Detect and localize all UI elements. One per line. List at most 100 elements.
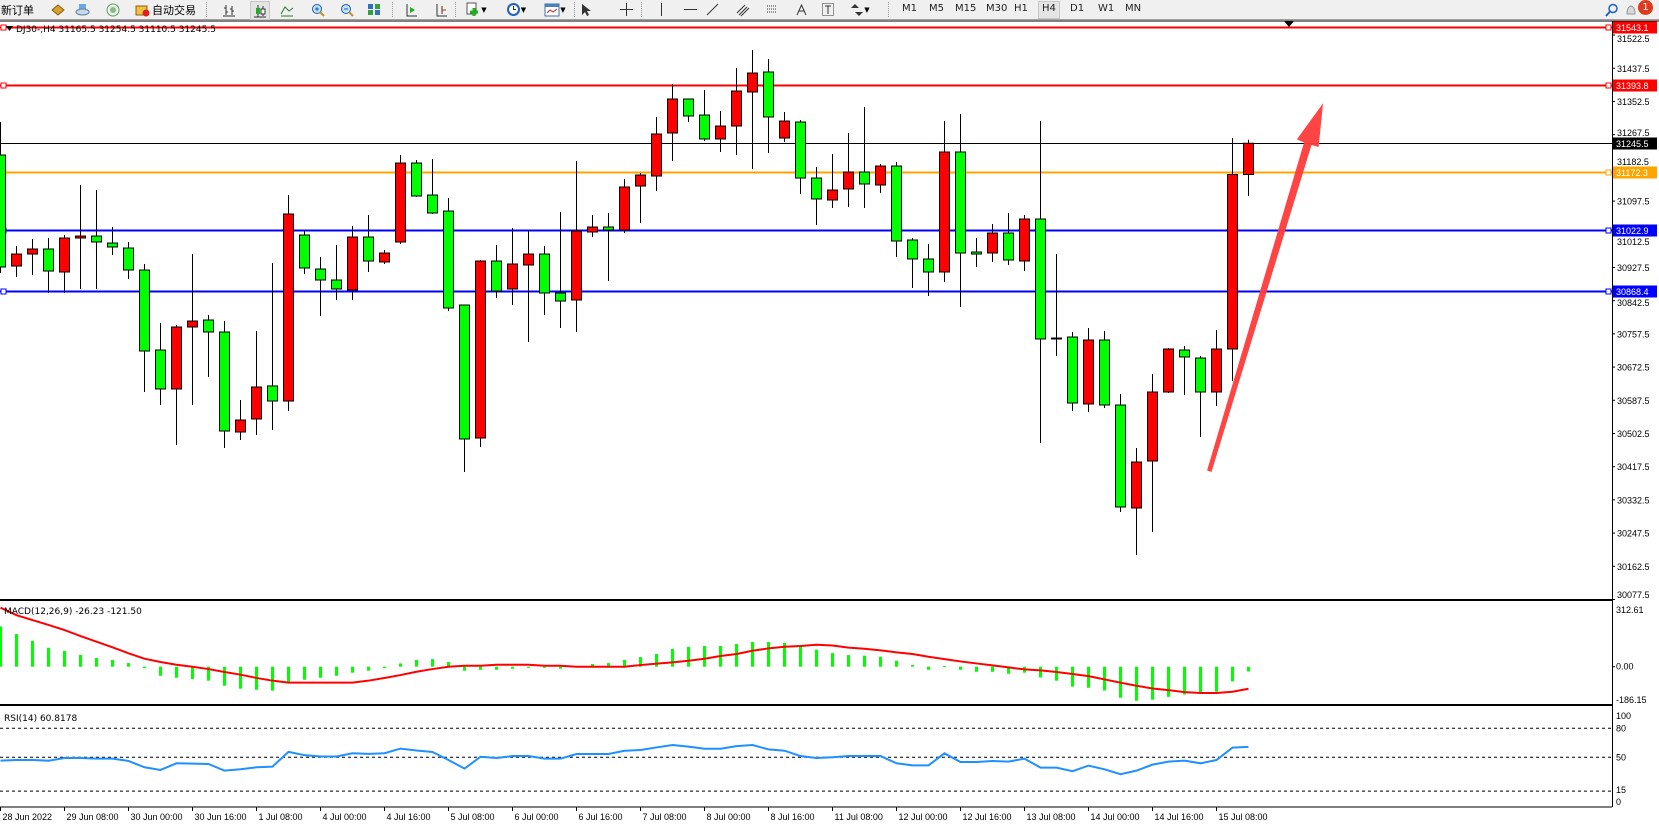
candle[interactable] [667, 83, 678, 162]
candle[interactable] [763, 58, 774, 154]
candle[interactable] [907, 238, 918, 289]
candle[interactable] [0, 122, 6, 274]
candle[interactable] [683, 98, 694, 122]
candle[interactable] [299, 230, 310, 274]
candle[interactable] [379, 250, 390, 264]
text-label-icon[interactable] [821, 1, 835, 18]
candle[interactable] [715, 111, 726, 152]
candle[interactable] [779, 112, 790, 142]
arrows-button[interactable]: ▼ [847, 1, 873, 18]
candle[interactable] [235, 400, 246, 441]
candle[interactable] [507, 228, 518, 306]
candle[interactable] [11, 246, 22, 277]
candle[interactable] [267, 262, 278, 431]
line-handle-right[interactable] [1605, 169, 1612, 176]
candle[interactable] [811, 167, 822, 226]
candle[interactable] [555, 212, 566, 329]
candle[interactable] [747, 50, 758, 169]
new-order-button[interactable]: 新订单 [1, 1, 34, 18]
candle[interactable] [43, 238, 54, 294]
equidistant-channel-icon[interactable] [735, 1, 751, 18]
line-handle-left[interactable] [0, 82, 7, 89]
timeframe-h4[interactable]: H4 [1038, 1, 1060, 19]
line-handle-right[interactable] [1605, 24, 1612, 31]
auto-trading-button[interactable]: 自动交易 [152, 1, 196, 18]
candle[interactable] [603, 213, 614, 282]
cursor-icon[interactable] [579, 1, 593, 18]
candle[interactable] [1163, 347, 1174, 394]
timeframe-mn[interactable]: MN [1125, 3, 1142, 14]
vertical-line-icon[interactable] [654, 1, 668, 18]
candle[interactable] [1083, 328, 1094, 412]
candle[interactable] [619, 178, 630, 234]
candle[interactable] [635, 173, 646, 224]
candle[interactable] [315, 257, 326, 317]
timeframe-d1[interactable]: D1 [1070, 3, 1085, 14]
candle[interactable] [187, 254, 198, 406]
candle[interactable] [1019, 215, 1030, 272]
candle[interactable] [1243, 139, 1254, 196]
candle[interactable] [443, 198, 454, 312]
line-handle-right[interactable] [1605, 288, 1612, 295]
candle[interactable] [843, 133, 854, 207]
horizontal-line-icon[interactable] [683, 1, 697, 18]
candle[interactable] [859, 107, 870, 208]
line-handle-left[interactable] [0, 24, 7, 31]
candle[interactable] [1179, 346, 1190, 396]
crosshair-icon[interactable] [619, 1, 633, 18]
candle[interactable] [1227, 138, 1238, 382]
candle[interactable] [827, 153, 838, 208]
candle[interactable] [123, 242, 134, 279]
search-icon[interactable] [1604, 1, 1620, 18]
chart-shift-icon[interactable] [433, 1, 449, 18]
candle[interactable] [203, 315, 214, 377]
candle[interactable] [1131, 448, 1142, 556]
candle[interactable] [59, 235, 70, 294]
candlestick-chart-icon[interactable] [250, 1, 270, 20]
candle[interactable] [699, 90, 710, 142]
candle[interactable] [1003, 213, 1014, 266]
trendline-icon[interactable] [705, 1, 719, 18]
candle[interactable] [283, 195, 294, 412]
candle[interactable] [139, 263, 150, 392]
timeframe-w1[interactable]: W1 [1098, 3, 1115, 14]
zoom-out-icon[interactable] [339, 1, 355, 18]
candle[interactable] [539, 246, 550, 316]
candle[interactable] [219, 321, 230, 449]
candle[interactable] [395, 155, 406, 244]
zoom-in-icon[interactable] [310, 1, 326, 18]
candle[interactable] [107, 227, 118, 256]
auto-trading-icon[interactable] [134, 1, 150, 18]
candle[interactable] [171, 325, 182, 446]
candle[interactable] [939, 121, 950, 282]
line-handle-right[interactable] [1605, 82, 1612, 89]
candle[interactable] [1035, 121, 1046, 444]
candle[interactable] [1211, 330, 1222, 407]
timeframe-h1[interactable]: H1 [1014, 3, 1028, 14]
candle[interactable] [91, 190, 102, 289]
up-arrow-annotation[interactable] [1207, 103, 1324, 472]
bar-chart-icon[interactable] [221, 1, 237, 18]
timeframe-m15[interactable]: M15 [955, 3, 977, 14]
candle[interactable] [523, 230, 534, 342]
candle[interactable] [971, 238, 982, 267]
market-watch-icon[interactable] [50, 1, 66, 18]
periods-button[interactable]: ▼ [502, 1, 530, 18]
candle[interactable] [27, 238, 38, 276]
candle[interactable] [363, 215, 374, 272]
candle[interactable] [587, 215, 598, 237]
fibonacci-icon[interactable] [765, 1, 781, 18]
candle[interactable] [923, 243, 934, 297]
candle[interactable] [891, 162, 902, 257]
candle[interactable] [1051, 254, 1062, 357]
line-handle-left[interactable] [0, 288, 7, 295]
templates-button[interactable]: ▼ [541, 1, 569, 18]
candle[interactable] [459, 304, 470, 472]
candle[interactable] [1195, 356, 1206, 437]
candle[interactable] [155, 323, 166, 406]
notification-bell-icon[interactable] [1624, 1, 1638, 18]
timeframe-m1[interactable]: M1 [902, 3, 917, 14]
indicators-button[interactable]: ▼ [462, 1, 490, 18]
candle[interactable] [571, 161, 582, 332]
